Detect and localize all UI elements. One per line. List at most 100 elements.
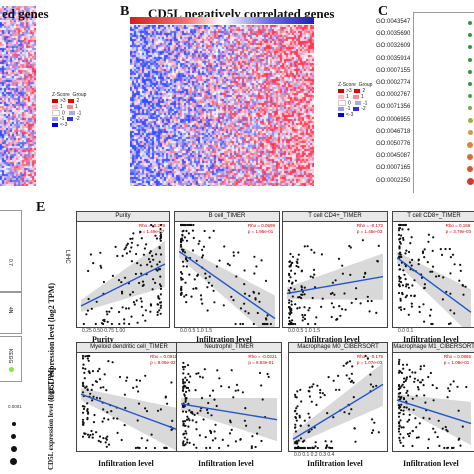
scatter-point — [149, 303, 152, 306]
scatter-point — [200, 397, 204, 400]
regression-line — [80, 393, 178, 431]
scatter-point — [308, 395, 311, 398]
scatter-point — [134, 272, 137, 276]
scatter-strip-title: Macrophage M0_CIBERSORT — [289, 343, 387, 353]
scatter-point — [354, 297, 358, 301]
scatter-point — [213, 430, 216, 433]
scatter-point — [82, 363, 85, 366]
scatter-point — [135, 299, 138, 302]
scatter-point — [397, 360, 401, 363]
scatter-point — [413, 279, 416, 282]
scatter-point — [398, 277, 401, 280]
scatter-point — [208, 275, 211, 278]
scatter-point — [300, 285, 303, 288]
regression-line — [396, 257, 472, 313]
scatter-point — [230, 295, 233, 298]
scatter-point — [303, 419, 306, 422]
scatter-point — [408, 368, 411, 371]
scatter-point — [91, 399, 94, 402]
scatter-point — [143, 247, 146, 250]
go-term-label: GO:0002250 — [376, 177, 411, 184]
scatter-point — [453, 312, 456, 315]
scatter-point — [142, 283, 145, 286]
scatter-point — [446, 446, 449, 450]
scatter-point — [403, 386, 406, 389]
scatter-point — [316, 384, 319, 387]
scatter-point — [95, 396, 98, 399]
scatter-point — [234, 322, 237, 326]
scatter-point — [405, 283, 408, 286]
scatter-point — [287, 289, 291, 292]
scatter-point — [195, 428, 198, 431]
scatter-point — [140, 272, 143, 275]
panel-d-tick-c: KEGG — [7, 349, 13, 364]
scatter-point — [81, 423, 85, 426]
scatter-point — [201, 302, 204, 305]
panel-d-size-legend: 0.0001 — [8, 404, 28, 465]
scatter-point — [417, 263, 420, 266]
scatter-point — [398, 285, 401, 288]
go-term-dot — [468, 57, 472, 62]
scatter-point — [125, 244, 128, 247]
scatter-point — [158, 260, 161, 263]
scatter-point — [449, 309, 452, 312]
scatter-point — [181, 239, 184, 242]
scatter-point — [120, 281, 123, 284]
scatter-point — [87, 269, 90, 273]
scatter-point — [402, 413, 405, 416]
scatter-point — [299, 424, 302, 427]
scatter-point — [426, 261, 429, 264]
scatter-point — [287, 316, 291, 319]
scatter-point — [180, 278, 183, 281]
scatter-point — [267, 375, 270, 378]
scatter-point — [136, 419, 139, 422]
scatter-point — [375, 311, 378, 314]
scatter-point — [411, 397, 414, 400]
scatter-point — [192, 287, 195, 290]
scatter-point — [407, 250, 411, 254]
scatter-point — [307, 309, 310, 312]
scatter-point — [449, 256, 452, 259]
regression-line — [178, 250, 276, 320]
scatter-point — [184, 430, 187, 433]
scatter-point — [426, 446, 430, 450]
scatter-point — [313, 251, 316, 254]
scatter-point — [404, 296, 407, 299]
panel-d-green-dot — [9, 367, 14, 372]
scatter-point — [149, 250, 152, 253]
scatter-point — [181, 272, 184, 275]
legend-z4: <-3 — [346, 112, 354, 119]
scatter-point — [289, 252, 292, 256]
scatter-point — [157, 295, 160, 298]
scatter-point — [290, 282, 294, 285]
scatter-strip-title: T cell CD8+_TIMER — [393, 212, 474, 222]
scatter-point — [158, 283, 162, 286]
scatter-point — [215, 404, 218, 408]
scatter-point — [144, 407, 147, 410]
scatter-point — [441, 427, 444, 430]
scatter-point — [195, 259, 198, 262]
scatter-point — [351, 365, 354, 368]
go-term-dot — [468, 82, 472, 86]
scatter-point — [190, 295, 193, 298]
scatter-point — [348, 377, 351, 380]
scatter-point — [350, 301, 353, 304]
scatter-point — [355, 287, 358, 290]
scatter-point — [218, 259, 221, 262]
scatter-point — [332, 306, 335, 309]
scatter-point — [214, 437, 217, 440]
panel-b-heatmap — [130, 25, 314, 186]
legend-zscore-label: Z-Score — [338, 82, 356, 88]
scatter-point — [319, 391, 322, 394]
scatter-point — [295, 419, 298, 422]
scatter-point — [151, 288, 154, 291]
scatter-point — [432, 236, 435, 239]
scatter-stat: Rho = 0.0865 p = 1.08e-01 — [443, 354, 471, 365]
scatter-point — [118, 375, 122, 379]
scatter-point — [184, 281, 187, 284]
scatter-point — [131, 291, 134, 294]
scatter-point — [408, 413, 411, 416]
scatter-point — [294, 442, 297, 445]
scatter-point — [137, 402, 141, 405]
scatter-point — [241, 322, 245, 326]
